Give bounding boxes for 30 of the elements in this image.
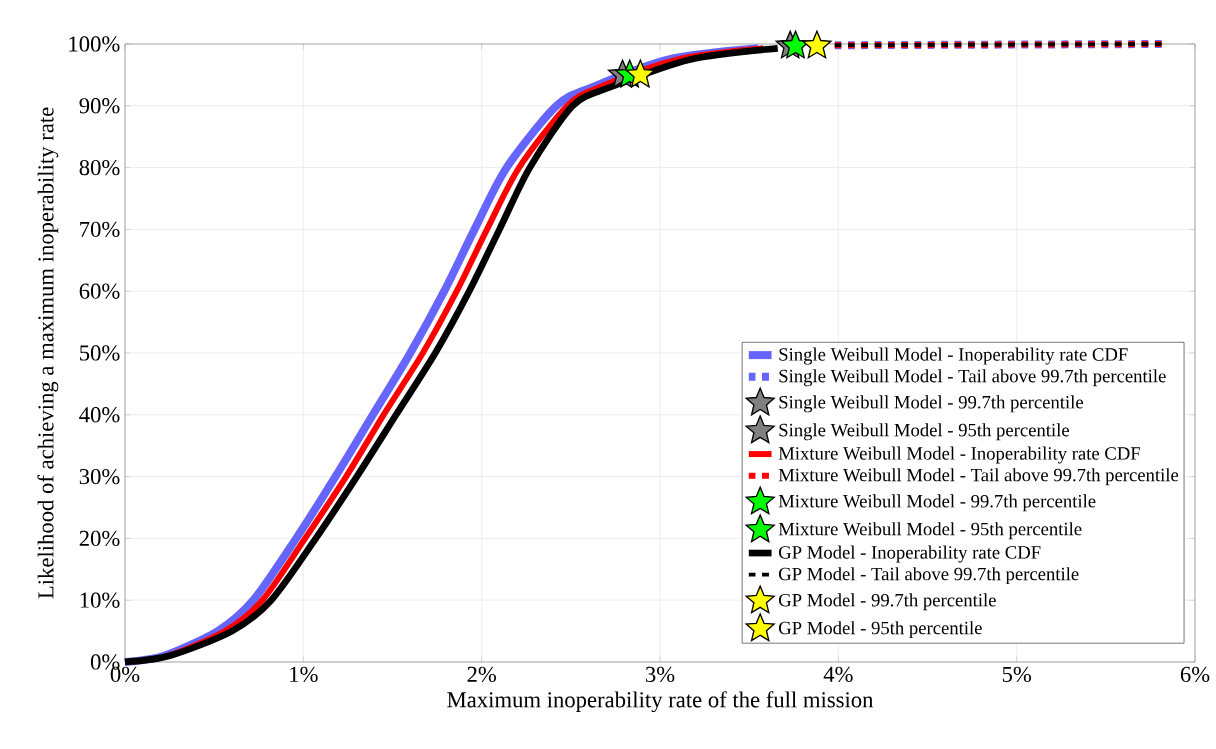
x-tick-label: 1%: [290, 666, 318, 683]
legend-label: GP Model - Inoperability rate CDF: [779, 545, 1041, 563]
legend-label: Single Weibull Model - Tail above 99.7th percentile: [779, 369, 1166, 387]
x-tick-label: 6%: [1180, 666, 1210, 683]
y-tick-label: 70%: [80, 221, 120, 238]
legend-label: GP Model - 99.7th percentile: [779, 593, 996, 611]
legend-label: Mixture Weibull Model - Inoperability rate CDF: [778, 446, 1140, 464]
y-tick-label: 40%: [79, 407, 120, 423]
y-tick-label: 60%: [79, 283, 120, 299]
legend-label: Mixture Weibull Model - 99.7th percentile: [778, 494, 1096, 512]
legend-label: Mixture Weibull Model - 95th percentile: [778, 522, 1082, 540]
legend-label: Single Weibull Model - 99.7th percentile: [779, 395, 1083, 413]
x-axis-title: Maximum inoperability rate of the full mission: [447, 691, 874, 713]
legend-label: GP Model - Tail above 99.7th percentile: [779, 567, 1079, 585]
y-axis-title: Likelihood of achieving a maximum inoperability rate: [37, 107, 59, 599]
y-tick-label: 20%: [79, 530, 120, 547]
x-tick-label: 4%: [823, 666, 853, 683]
y-tick-label: 100%: [69, 36, 120, 52]
y-tick-label: 10%: [80, 592, 120, 608]
x-tick-label: 3%: [645, 666, 675, 683]
y-tick-label: 50%: [80, 345, 120, 361]
legend-label: GP Model - 95th percentile: [779, 621, 982, 639]
y-tick-label: 90%: [79, 98, 120, 114]
legend-label: Single Weibull Model - Inoperability rate CDF: [779, 347, 1128, 365]
y-tick-label: 80%: [79, 159, 120, 176]
y-tick-label: 30%: [79, 468, 120, 485]
legend-label: Mixture Weibull Model - Tail above 99.7th percentile: [778, 468, 1179, 486]
x-tick-label: 2%: [467, 666, 497, 683]
x-tick-label: 5%: [1002, 666, 1032, 683]
legend-label: Single Weibull Model - 95th percentile: [779, 423, 1069, 441]
